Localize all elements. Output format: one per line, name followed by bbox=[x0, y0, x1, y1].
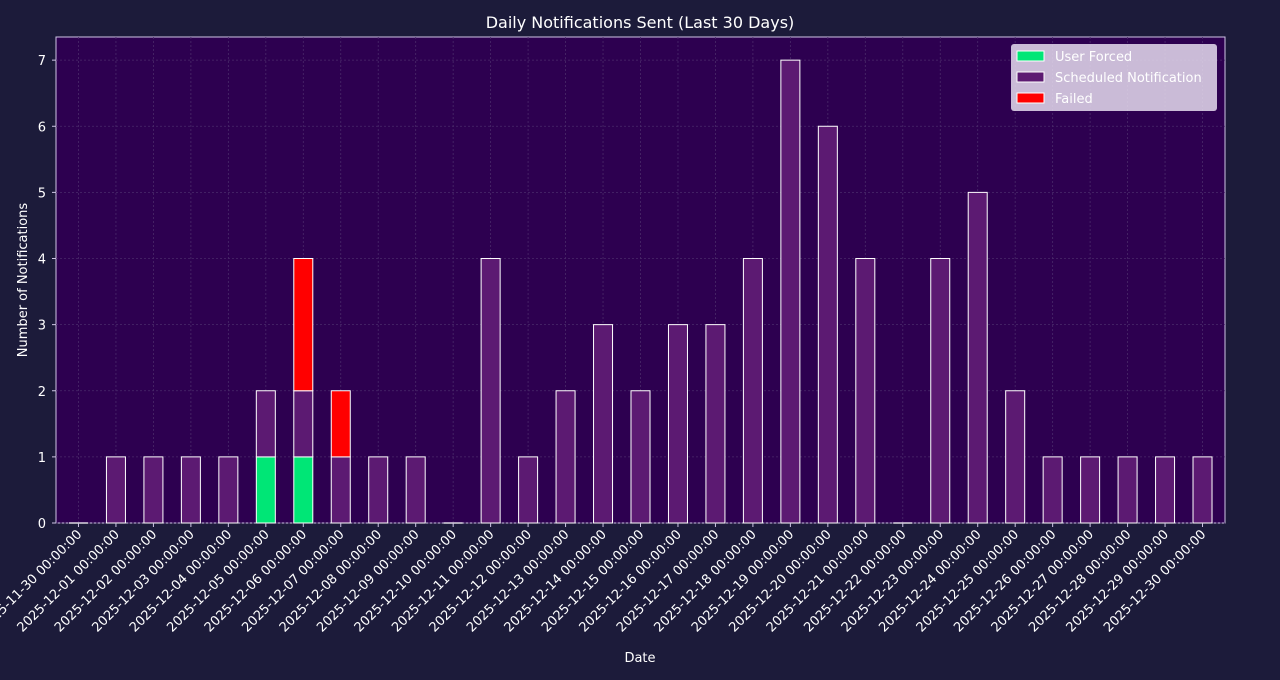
legend-label: Scheduled Notification bbox=[1055, 71, 1202, 86]
y-tick-label: 5 bbox=[38, 186, 46, 201]
x-axis-label: Date bbox=[624, 651, 655, 666]
bar-scheduled-notification bbox=[405, 456, 426, 524]
bar-scheduled-notification bbox=[630, 390, 651, 524]
y-tick-label: 2 bbox=[38, 385, 46, 400]
bar-scheduled-notification bbox=[218, 456, 239, 524]
bar-scheduled-notification bbox=[1192, 456, 1213, 524]
bar-scheduled-notification bbox=[480, 258, 501, 524]
legend-swatch bbox=[1016, 71, 1045, 83]
bar-scheduled-notification bbox=[1080, 456, 1101, 524]
bar-scheduled-notification bbox=[143, 456, 164, 524]
legend-swatch bbox=[1016, 50, 1045, 62]
bar-scheduled-notification bbox=[330, 456, 351, 524]
bar-scheduled-notification bbox=[780, 59, 801, 524]
bar-scheduled-notification bbox=[1042, 456, 1063, 524]
y-tick-label: 1 bbox=[38, 451, 46, 466]
bar-user-forced bbox=[255, 456, 276, 524]
legend: User Forced Scheduled Notification Failed bbox=[1011, 44, 1217, 111]
y-tick-label: 4 bbox=[38, 253, 46, 268]
bar-scheduled-notification bbox=[180, 456, 201, 524]
bar-scheduled-notification bbox=[293, 390, 314, 458]
bar-scheduled-notification bbox=[368, 456, 389, 524]
bar-scheduled-notification bbox=[105, 456, 126, 524]
legend-swatch bbox=[1016, 92, 1045, 104]
bar-scheduled-notification bbox=[667, 324, 688, 524]
y-tick-label: 3 bbox=[38, 319, 46, 334]
bar-scheduled-notification bbox=[593, 324, 614, 524]
bar-user-forced bbox=[293, 456, 314, 524]
chart-title: Daily Notifications Sent (Last 30 Days) bbox=[486, 13, 795, 32]
bar-scheduled-notification bbox=[255, 390, 276, 458]
y-tick-label: 6 bbox=[38, 120, 46, 135]
bar-scheduled-notification bbox=[705, 324, 726, 524]
bar-scheduled-notification bbox=[855, 258, 876, 524]
legend-label: Failed bbox=[1055, 92, 1093, 107]
y-tick-label: 0 bbox=[38, 517, 46, 532]
bar-scheduled-notification bbox=[518, 456, 539, 524]
bar-scheduled-notification bbox=[817, 125, 838, 524]
bar-scheduled-notification bbox=[930, 258, 951, 524]
bar-scheduled-notification bbox=[1005, 390, 1026, 524]
bar-scheduled-notification bbox=[1117, 456, 1138, 524]
legend-label: User Forced bbox=[1055, 50, 1132, 65]
bar-scheduled-notification bbox=[742, 258, 763, 524]
bars bbox=[68, 59, 1213, 524]
bar-failed bbox=[293, 258, 314, 392]
legend-box bbox=[1011, 44, 1217, 111]
y-tick-label: 7 bbox=[38, 54, 46, 69]
y-axis-label: Number of Notifications bbox=[16, 203, 31, 358]
bar-scheduled-notification bbox=[555, 390, 576, 524]
bar-scheduled-notification bbox=[967, 191, 988, 524]
y-axis-ticks: 0 1 2 3 4 5 6 7 bbox=[38, 54, 56, 532]
bar-scheduled-notification bbox=[1155, 456, 1176, 524]
bar-failed bbox=[330, 390, 351, 458]
